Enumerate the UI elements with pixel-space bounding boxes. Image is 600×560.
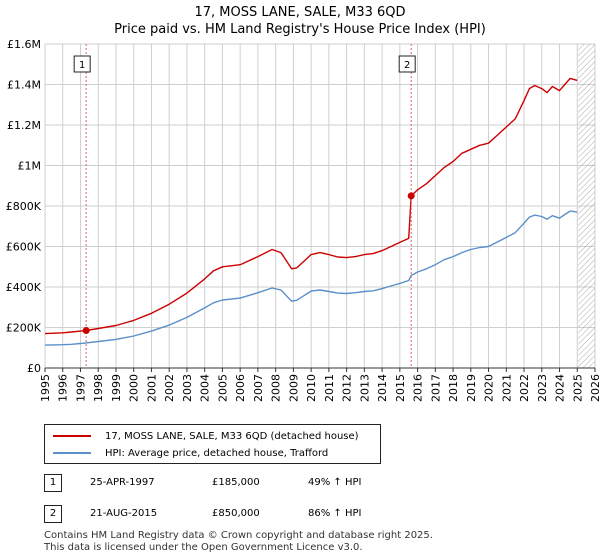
sale-point xyxy=(407,192,415,200)
x-tick-label: 2003 xyxy=(181,374,194,402)
y-tick-label: £200K xyxy=(6,322,42,335)
sale-marker-label: 1 xyxy=(79,60,85,71)
x-tick-label: 1999 xyxy=(110,374,123,402)
legend-swatch-hpi xyxy=(53,452,91,454)
chart-title: 17, MOSS LANE, SALE, M33 6QD xyxy=(194,5,406,20)
footer-copyright: Contains HM Land Registry data © Crown c… xyxy=(44,530,433,541)
legend-label-property: 17, MOSS LANE, SALE, M33 6QD (detached h… xyxy=(105,430,359,442)
y-tick-label: £800K xyxy=(6,200,42,213)
sale-marker-badge: 2 xyxy=(44,505,62,523)
x-tick-label: 1996 xyxy=(57,374,70,402)
y-tick-label: £1.2M xyxy=(7,119,41,132)
sale-hpi-change: 86% ↑ HPI xyxy=(308,508,362,519)
x-tick-label: 2014 xyxy=(376,374,389,402)
sale-price: £850,000 xyxy=(212,508,260,519)
x-tick-label: 2000 xyxy=(128,374,141,402)
legend-swatch-property xyxy=(53,435,91,437)
x-tick-label: 2011 xyxy=(323,374,336,402)
x-tick-label: 2019 xyxy=(465,374,478,402)
x-tick-label: 2021 xyxy=(500,374,513,402)
y-tick-label: £400K xyxy=(6,281,42,294)
chart-subtitle: Price paid vs. HM Land Registry's House … xyxy=(114,22,486,37)
sale-hpi-change: 49% ↑ HPI xyxy=(308,477,362,488)
sale-date: 25-APR-1997 xyxy=(90,477,155,488)
legend-item-property: 17, MOSS LANE, SALE, M33 6QD (detached h… xyxy=(53,428,359,444)
x-tick-label: 2022 xyxy=(518,374,531,402)
x-tick-label: 1998 xyxy=(92,374,105,402)
x-tick-label: 2009 xyxy=(287,374,300,402)
sale-price: £185,000 xyxy=(212,477,260,488)
x-tick-label: 2010 xyxy=(305,374,318,402)
x-tick-label: 2006 xyxy=(234,374,247,402)
legend-label-hpi: HPI: Average price, detached house, Traf… xyxy=(105,447,329,459)
chart-legend: 17, MOSS LANE, SALE, M33 6QD (detached h… xyxy=(44,424,381,464)
sale-marker-label-box xyxy=(398,55,416,73)
x-tick-label: 2026 xyxy=(589,374,600,402)
price-chart: 1 2 £0 £200K £400K £600K £800K £1M £1.2M £1.4M £1… xyxy=(6,38,600,402)
x-tick-label: 1997 xyxy=(74,374,87,402)
x-tick-label: 1995 xyxy=(39,374,52,402)
x-tick-label: 2001 xyxy=(145,374,158,402)
x-tick-label: 2025 xyxy=(571,374,584,402)
x-tick-label: 2017 xyxy=(429,374,442,402)
property-price-line xyxy=(44,77,578,335)
x-tick-label: 2005 xyxy=(216,374,229,402)
forecast-hatch-area xyxy=(578,44,595,368)
y-tick-label: £600K xyxy=(6,241,42,254)
legend-item-hpi: HPI: Average price, detached house, Traf… xyxy=(53,445,328,461)
x-tick-label: 2024 xyxy=(554,374,567,402)
y-tick-label: £1.6M xyxy=(7,38,41,51)
x-tick-label: 2008 xyxy=(270,374,283,402)
y-tick-label: £1M xyxy=(18,160,42,173)
x-tick-label: 2016 xyxy=(412,374,425,402)
footer-license: This data is licensed under the Open Gov… xyxy=(44,542,363,553)
x-tick-label: 2007 xyxy=(252,374,265,402)
sale-date: 21-AUG-2015 xyxy=(90,508,158,519)
x-tick-label: 2004 xyxy=(199,374,212,402)
x-tick-label: 2002 xyxy=(163,374,176,402)
sale-marker-badge: 1 xyxy=(44,474,62,492)
hpi-line xyxy=(44,210,578,346)
x-tick-label: 2013 xyxy=(358,374,371,402)
x-tick-label: 2023 xyxy=(536,374,549,402)
sale-point xyxy=(82,327,90,335)
x-tick-label: 2015 xyxy=(394,374,407,402)
footer-notice: Contains HM Land Registry data © Crown c… xyxy=(44,530,433,554)
y-tick-label: £0 xyxy=(27,362,41,375)
x-tick-label: 2012 xyxy=(341,374,354,402)
sale-marker-label: 2 xyxy=(404,60,410,71)
sale-marker-label-box xyxy=(73,55,91,73)
x-tick-label: 2018 xyxy=(447,374,460,402)
x-tick-label: 2020 xyxy=(483,374,496,402)
y-tick-label: £1.4M xyxy=(7,79,41,92)
